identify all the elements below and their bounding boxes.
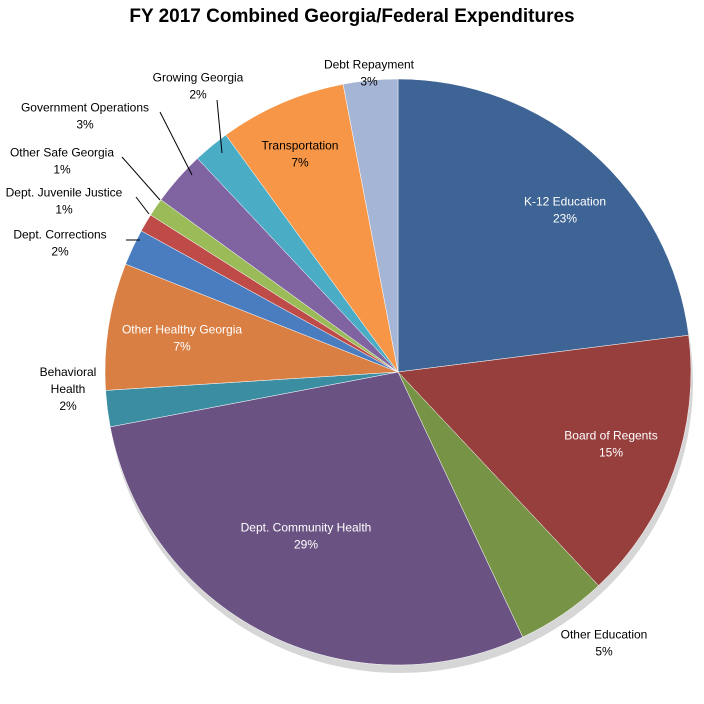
slice-label-debt-repayment: Debt Repayment (324, 58, 415, 72)
pie-slice-other-healthy-georgia (104, 263, 399, 391)
slice-value-k-12-education: 23% (553, 212, 577, 226)
slice-value-board-of-regents: 15% (599, 446, 623, 460)
slice-value-debt-repayment: 3% (360, 75, 378, 89)
slice-value-other-education: 5% (595, 645, 613, 659)
slice-value-other-safe-georgia: 1% (53, 163, 71, 177)
slice-label-behavioral-health: Health (51, 382, 86, 396)
slice-value-dept-corrections: 2% (51, 245, 69, 259)
slice-label-other-healthy-georgia: Other Healthy Georgia (122, 323, 242, 337)
slice-value-growing-georgia: 2% (189, 88, 207, 102)
slice-label-transportation: Transportation (262, 139, 339, 153)
slice-label-dept-corrections: Dept. Corrections (13, 228, 106, 242)
slice-label-growing-georgia: Growing Georgia (153, 71, 244, 85)
slice-label-behavioral-health: Behavioral (40, 365, 97, 379)
pie-slice-dept-community-health (109, 371, 524, 666)
slice-label-k-12-education: K-12 Education (524, 195, 606, 209)
slice-label-dept-community-health: Dept. Community Health (241, 521, 372, 535)
slice-value-behavioral-health: 2% (59, 399, 77, 413)
pie-slices (104, 78, 692, 666)
slice-label-dept-juvenile-justice: Dept. Juvenile Justice (6, 186, 123, 200)
leader-line-growing-georgia (216, 99, 223, 154)
slice-value-other-healthy-georgia: 7% (173, 340, 191, 354)
slice-value-dept-juvenile-justice: 1% (55, 203, 73, 217)
slice-label-other-safe-georgia: Other Safe Georgia (10, 146, 114, 160)
pie-slice-debt-repayment (342, 78, 399, 373)
leader-line-other-safe-georgia (121, 156, 161, 201)
slice-value-transportation: 7% (291, 156, 309, 170)
leader-line-dept-juvenile-justice (135, 196, 150, 215)
pie-slice-k-12-education (397, 78, 689, 373)
leader-line-government-operations (159, 111, 193, 176)
slice-value-government-operations: 3% (76, 118, 94, 132)
slice-label-government-operations: Government Operations (21, 101, 149, 115)
pie-labels: K-12 Education 23% Board of Regents 15% Othe… (6, 58, 658, 659)
pie-slice-transportation (225, 83, 399, 373)
chart-title: FY 2017 Combined Georgia/Federal Expendi… (129, 6, 575, 27)
pie-slice-board-of-regents (397, 335, 692, 586)
slice-label-board-of-regents: Board of Regents (564, 429, 657, 443)
slice-label-other-education: Other Education (561, 628, 648, 642)
slice-value-dept-community-health: 29% (294, 538, 318, 552)
